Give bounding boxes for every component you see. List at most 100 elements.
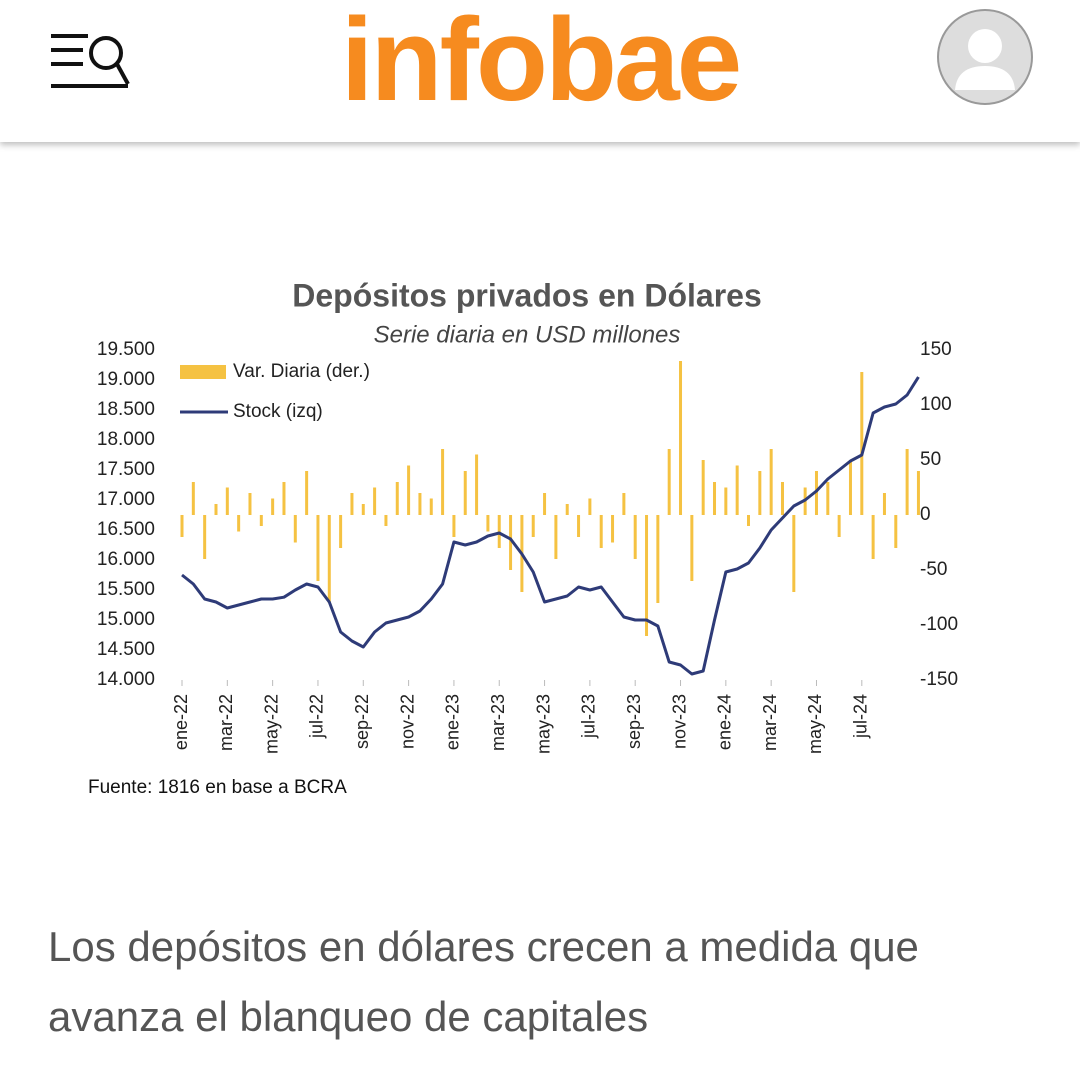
x-tick-label: may-24: [805, 694, 825, 754]
bar: [429, 498, 433, 515]
bar: [713, 482, 717, 515]
bar: [407, 465, 411, 515]
x-tick-label: nov-22: [397, 694, 417, 749]
bar: [905, 449, 909, 515]
y-tick-label: 19.000: [97, 369, 155, 390]
bar: [871, 515, 875, 559]
x-tick-label: nov-23: [669, 694, 689, 749]
bar: [237, 515, 241, 532]
x-tick-label: ene-24: [715, 694, 735, 750]
x-tick-label: mar-22: [216, 694, 236, 751]
bar: [543, 493, 547, 515]
bar: [339, 515, 343, 548]
y-tick-label: 17.000: [97, 489, 155, 510]
y-tick-label: 16.000: [97, 549, 155, 570]
x-tick-label: mar-23: [488, 694, 508, 751]
bar: [667, 449, 671, 515]
bar: [611, 515, 615, 543]
bar: [599, 515, 603, 548]
bar: [475, 454, 479, 515]
caption: Los depósitos en dólares crecen a medida…: [48, 923, 919, 1040]
bar: [452, 515, 456, 537]
bar: [395, 482, 399, 515]
chart-source: Fuente: 1816 en base a BCRA: [88, 777, 347, 798]
chart-title: Depósitos privados en Dólares: [292, 277, 761, 313]
bar: [894, 515, 898, 548]
bar: [679, 361, 683, 515]
y2-tick-label: -50: [920, 559, 947, 580]
bar: [848, 460, 852, 515]
bar: [633, 515, 637, 559]
bar: [418, 493, 422, 515]
bar: [916, 471, 920, 515]
bar: [792, 515, 796, 592]
bar: [837, 515, 841, 537]
bar: [327, 515, 331, 603]
bar: [531, 515, 535, 537]
bar: [769, 449, 773, 515]
bar: [780, 482, 784, 515]
bar: [509, 515, 513, 570]
y2-tick-label: -100: [920, 614, 958, 635]
bar: [305, 471, 309, 515]
y2-tick-label: -150: [920, 669, 958, 690]
x-tick-label: ene-22: [171, 694, 191, 750]
line: [181, 376, 920, 676]
bar: [758, 471, 762, 515]
header: infobae: [0, 0, 1080, 142]
y2-tick-label: 150: [920, 339, 952, 360]
chart: Depósitos privados en Dólares Serie diar…: [88, 277, 958, 798]
bar: [826, 482, 830, 515]
x-tick-label: jul-22: [307, 694, 327, 739]
x-tick-label: mar-24: [760, 694, 780, 751]
bar: [203, 515, 207, 559]
x-tick-label: ene-23: [443, 694, 463, 750]
y-tick-label: 14.000: [97, 669, 155, 690]
y2-tick-label: 100: [920, 394, 952, 415]
bar: [747, 515, 750, 526]
bar: [316, 515, 320, 581]
bar: [441, 449, 445, 515]
x-tick-label: may-23: [533, 694, 553, 754]
bar: [271, 498, 275, 515]
bar: [214, 504, 218, 515]
bar: [361, 504, 365, 515]
legend-label: Var. Diaria (der.): [233, 361, 370, 382]
y-tick-label: 15.000: [97, 609, 155, 630]
menu-search-icon[interactable]: [48, 28, 138, 98]
y2-tick-label: 0: [920, 504, 931, 525]
bar: [463, 471, 467, 515]
bar: [350, 493, 354, 515]
legend-swatch: [180, 365, 226, 379]
x-tick-label: jul-24: [851, 694, 871, 739]
bar: [860, 372, 864, 515]
bar: [554, 515, 558, 559]
x-tick-label: sep-23: [624, 694, 644, 749]
y-tick-label: 16.500: [97, 519, 155, 540]
bar: [293, 515, 297, 543]
y-tick-label: 14.500: [97, 639, 155, 660]
bar: [373, 487, 377, 515]
bar: [180, 515, 184, 537]
bar: [690, 515, 694, 581]
bar: [486, 515, 490, 532]
bar: [645, 515, 649, 636]
y-tick-label: 18.500: [97, 399, 155, 420]
bar: [248, 493, 252, 515]
bar: [384, 515, 388, 526]
avatar[interactable]: [935, 8, 1035, 108]
y-tick-label: 15.500: [97, 579, 155, 600]
y-tick-label: 18.000: [97, 429, 155, 450]
bar: [622, 493, 626, 515]
bar: [282, 482, 286, 515]
bar: [814, 471, 818, 515]
bar: [724, 487, 728, 515]
bar: [225, 487, 229, 515]
bar: [259, 515, 263, 526]
y-tick-label: 19.500: [97, 339, 155, 360]
bar: [735, 465, 739, 515]
logo[interactable]: infobae: [340, 0, 743, 126]
bar: [882, 493, 886, 515]
x-tick-label: may-22: [261, 694, 281, 754]
